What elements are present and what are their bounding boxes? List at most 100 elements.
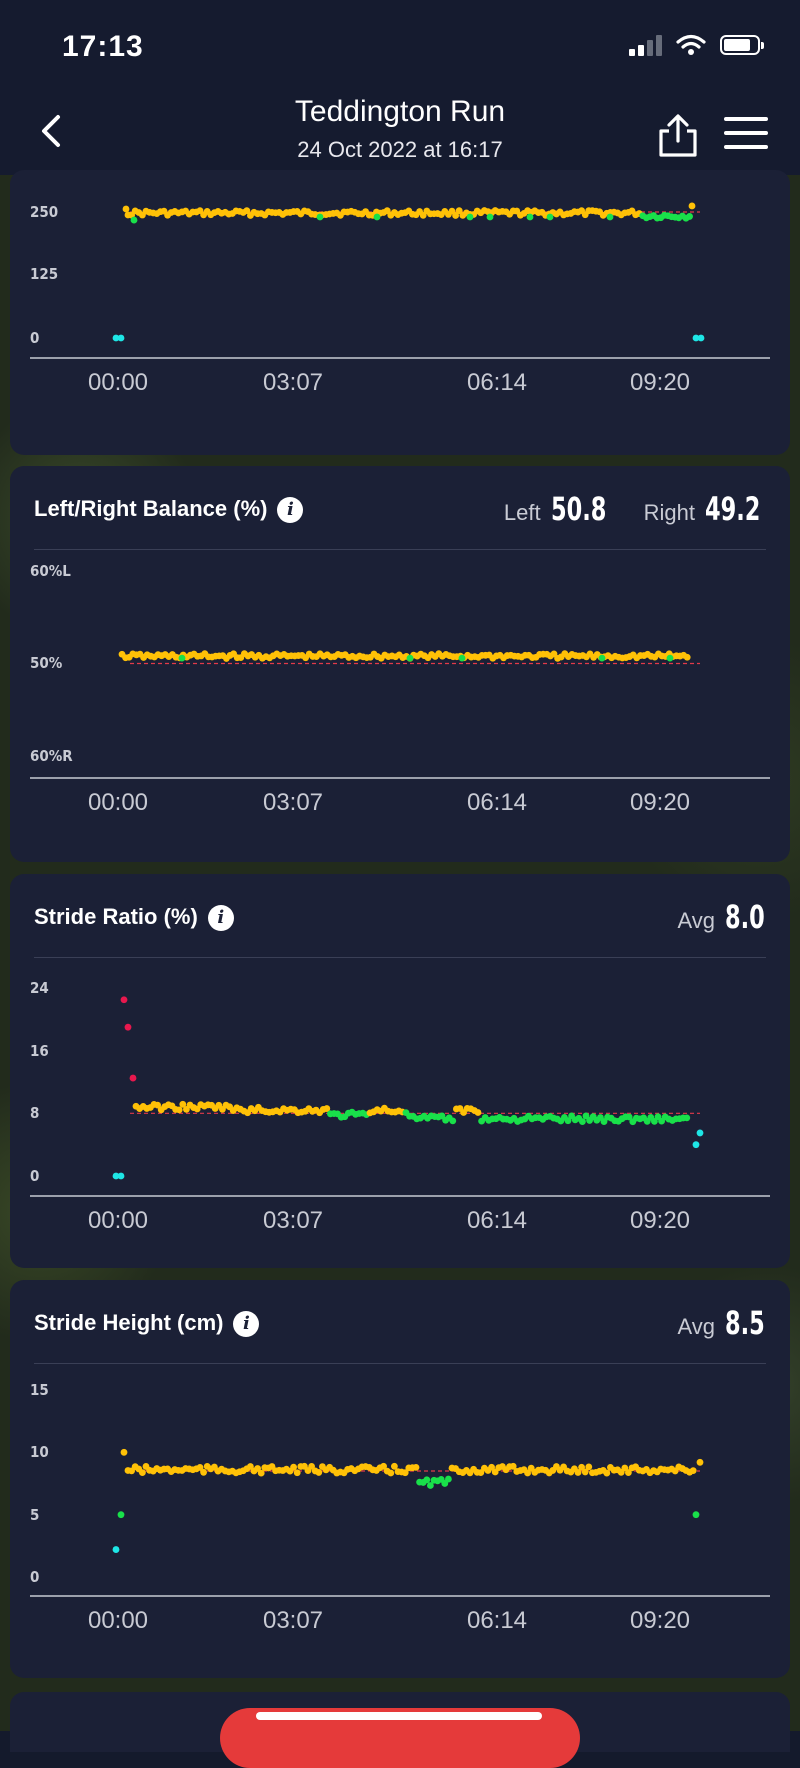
stride-height-stats: Avg 8.5 bbox=[677, 1304, 766, 1342]
balance-title: Left/Right Balance (%) bbox=[34, 496, 268, 521]
cadence-chart: 250 125 0 00:00 03:07 06:14 09:20 bbox=[30, 202, 770, 396]
data-point bbox=[179, 1100, 187, 1108]
card-title: Stride Height (cm) i bbox=[34, 1310, 260, 1338]
left-value: 50.8 bbox=[550, 490, 606, 528]
data-point bbox=[598, 654, 606, 662]
data-point bbox=[254, 1465, 261, 1472]
home-indicator bbox=[256, 1712, 542, 1720]
y-tick-label: 125 bbox=[30, 265, 58, 283]
data-point bbox=[243, 207, 251, 215]
data-point bbox=[477, 1469, 485, 1477]
divider bbox=[34, 549, 766, 550]
data-point bbox=[696, 1458, 704, 1466]
x-tick-label: 00:00 bbox=[88, 1607, 148, 1634]
data-point bbox=[117, 1511, 125, 1519]
y-tick-label: 5 bbox=[30, 1506, 39, 1524]
data-point bbox=[692, 1511, 700, 1519]
x-tick-label: 00:00 bbox=[88, 789, 148, 816]
page-subtitle: 24 Oct 2022 at 16:17 bbox=[297, 137, 503, 162]
data-point bbox=[117, 1172, 125, 1180]
cadence-card: 250 125 0 00:00 03:07 06:14 09:20 bbox=[10, 170, 790, 455]
data-point bbox=[401, 1469, 409, 1477]
data-point bbox=[290, 1463, 297, 1471]
card-title: Left/Right Balance (%) i bbox=[34, 496, 304, 524]
data-point bbox=[689, 1467, 697, 1475]
y-tick-label: 16 bbox=[30, 1042, 49, 1060]
data-point bbox=[579, 1118, 586, 1126]
x-tick-label: 00:00 bbox=[88, 1207, 148, 1234]
data-point bbox=[117, 334, 125, 342]
balance-stats: Left 50.8 Right 49.2 bbox=[504, 490, 766, 528]
stride-height-card: Stride Height (cm) i Avg 8.5 15 10 5 0 00:00 0… bbox=[10, 1280, 790, 1678]
left-label: Left bbox=[503, 500, 541, 525]
battery-icon bbox=[720, 35, 764, 55]
data-point bbox=[257, 1469, 265, 1477]
data-point bbox=[581, 1468, 589, 1476]
data-point bbox=[474, 1109, 482, 1116]
y-tick-label: 24 bbox=[30, 979, 49, 997]
divider bbox=[34, 1363, 766, 1364]
y-tick-label: 0 bbox=[30, 1167, 39, 1185]
x-tick-label: 03:07 bbox=[263, 789, 323, 816]
data-point bbox=[112, 1546, 120, 1553]
info-icon[interactable]: i bbox=[277, 497, 304, 524]
data-point bbox=[423, 1476, 431, 1484]
data-point bbox=[373, 213, 381, 221]
data-point bbox=[308, 1462, 315, 1470]
x-tick-label: 09:20 bbox=[630, 789, 690, 816]
data-point bbox=[524, 1469, 531, 1477]
data-point bbox=[412, 1464, 420, 1471]
data-point bbox=[315, 1469, 323, 1476]
status-bar: 17:13 bbox=[0, 0, 800, 95]
stride-ratio-card: Stride Ratio (%) i Avg 8.0 24 16 8 0 00:00 03:… bbox=[10, 874, 790, 1268]
status-icons bbox=[629, 34, 764, 56]
right-value: 49.2 bbox=[704, 490, 761, 528]
data-point bbox=[316, 213, 324, 221]
data-point bbox=[112, 334, 120, 342]
data-point bbox=[455, 207, 463, 215]
x-tick-label: 03:07 bbox=[263, 1207, 323, 1234]
y-tick-label: 0 bbox=[30, 1568, 39, 1586]
y-tick-label: 60%L bbox=[30, 562, 71, 580]
data-point bbox=[130, 216, 138, 224]
data-point bbox=[546, 213, 554, 221]
data-point bbox=[124, 1023, 132, 1031]
data-point bbox=[112, 1172, 120, 1180]
y-tick-label: 50% bbox=[30, 654, 63, 672]
stride-height-title: Stride Height (cm) bbox=[34, 1310, 224, 1335]
wifi-icon bbox=[676, 34, 706, 55]
data-point bbox=[651, 1117, 658, 1125]
data-point bbox=[578, 1463, 585, 1471]
page-title: Teddington Run bbox=[294, 95, 506, 128]
nav-bar: Teddington Run 24 Oct 2022 at 16:17 bbox=[0, 95, 800, 175]
data-point bbox=[196, 1464, 204, 1471]
y-tick-label: 8 bbox=[30, 1104, 39, 1122]
balance-chart: 60%L 50% 60%R 00:00 03:07 06:14 09:20 bbox=[30, 562, 770, 816]
stride-ratio-stats: Avg 8.0 bbox=[677, 898, 766, 936]
info-icon[interactable]: i bbox=[207, 905, 234, 932]
data-point bbox=[488, 1463, 495, 1471]
data-point bbox=[466, 213, 474, 221]
avg-value: 8.0 bbox=[725, 898, 765, 936]
right-label: Right bbox=[643, 500, 695, 525]
x-tick-label: 03:07 bbox=[263, 1607, 323, 1634]
data-point bbox=[129, 1074, 137, 1082]
menu-icon[interactable] bbox=[724, 117, 768, 155]
card-title: Stride Ratio (%) i bbox=[34, 904, 234, 932]
data-point bbox=[323, 1105, 331, 1112]
y-tick-label: 250 bbox=[30, 203, 58, 221]
data-point bbox=[585, 1463, 593, 1471]
x-tick-label: 09:20 bbox=[630, 1607, 690, 1634]
share-icon[interactable] bbox=[655, 113, 701, 159]
avg-label: Avg bbox=[677, 908, 715, 933]
data-point bbox=[683, 653, 691, 661]
data-point bbox=[380, 1462, 387, 1470]
data-point bbox=[697, 334, 705, 342]
y-tick-label: 15 bbox=[30, 1381, 49, 1399]
data-point bbox=[458, 654, 466, 662]
data-point bbox=[122, 205, 130, 213]
data-point bbox=[692, 334, 700, 342]
data-point bbox=[154, 1101, 162, 1109]
back-icon[interactable] bbox=[32, 111, 72, 151]
info-icon[interactable]: i bbox=[233, 1311, 260, 1338]
